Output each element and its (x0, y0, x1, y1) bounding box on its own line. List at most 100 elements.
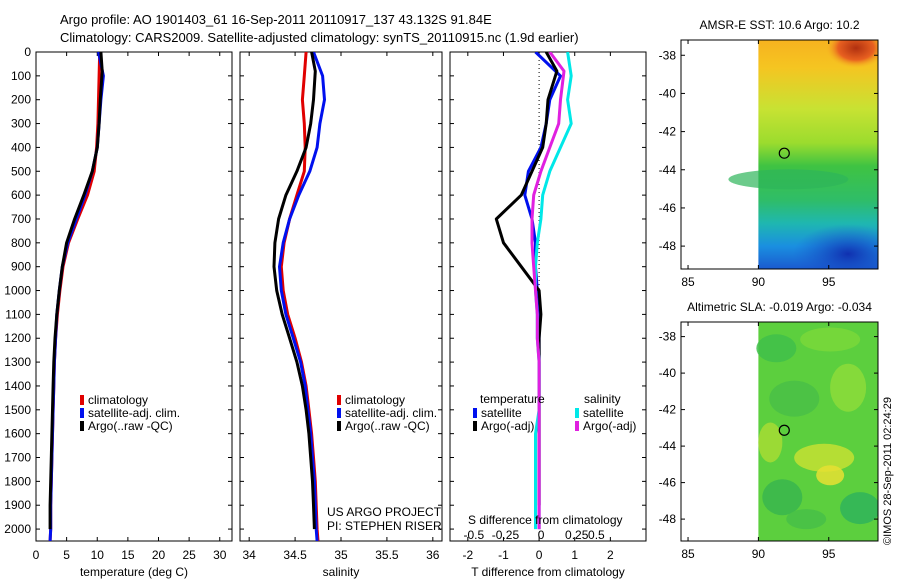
diff-temperature-legend-label: Argo(-adj) (481, 419, 534, 433)
depth-tick-label: 600 (11, 188, 31, 202)
salinity-legend-label: Argo(..raw -QC) (345, 419, 430, 433)
temperature-legend-swatch (80, 395, 84, 405)
temperature-axes-frame (35, 51, 233, 542)
temperature-xtick-label: 0 (33, 548, 40, 562)
diff-s-tick-label: 0 (538, 528, 545, 542)
depth-tick-label: 100 (11, 69, 31, 83)
sst-cold-patch (793, 224, 878, 269)
sla-anomaly (840, 492, 878, 525)
salinity-lines (272, 52, 326, 541)
depth-tick-label: 1600 (4, 427, 31, 441)
depth-tick-label: 900 (11, 260, 31, 274)
diff-salinity-legend-swatch (575, 408, 579, 418)
sla-anomaly (758, 422, 783, 463)
salinity-xtick-label: 35 (334, 548, 348, 562)
depth-tick-label: 400 (11, 140, 31, 154)
depth-tick-label: 1400 (4, 379, 31, 393)
sla-anomaly (830, 363, 867, 412)
depth-tick-label: 1500 (4, 403, 31, 417)
temperature-xtick-label: 25 (182, 548, 196, 562)
diff-s-tick-label: 0.5 (588, 528, 605, 542)
salinity-xtick-label: 36 (426, 548, 440, 562)
salinity-series-argo-raw-qc- (272, 52, 317, 530)
sla-map-argo-marker (778, 424, 790, 436)
diff-temperature-legend-swatch (473, 408, 477, 418)
credit-pi: PI: STEPHEN RISER (327, 519, 442, 533)
difference-xtick-label: 2 (607, 548, 614, 562)
sst-map-xtick-label: 85 (681, 275, 695, 289)
sst-map-frame (680, 39, 879, 270)
sla-anomaly (794, 443, 855, 472)
diff-temperature-legend-label: satellite (481, 406, 522, 420)
salinity-xtick-label: 34.5 (283, 548, 307, 562)
diff-temperature-legend-swatch (473, 421, 477, 431)
depth-tick-label: 2000 (4, 522, 31, 536)
temperature-legend-label: satellite-adj. clim. (88, 406, 180, 420)
diff-legend-salinity-header: salinity (584, 392, 621, 406)
salinity-series-satellite-adj-clim- (278, 52, 326, 541)
depth-tick-label: 1800 (4, 474, 31, 488)
temperature-xlabel: temperature (deg C) (80, 565, 188, 579)
salinity-xlabel: salinity (323, 565, 360, 579)
temperature-legend-swatch (80, 421, 84, 431)
salinity-legend-swatch (337, 408, 341, 418)
sla-map-xtick-label: 90 (752, 547, 766, 561)
sla-anomaly (800, 327, 861, 352)
sla-map-xtick-label: 95 (822, 547, 836, 561)
temperature-xtick-label: 10 (91, 548, 105, 562)
difference-xtick-label: 1 (571, 548, 578, 562)
difference-lines (494, 52, 573, 530)
temperature-legend-label: Argo(..raw -QC) (88, 419, 173, 433)
sla-map-ytick-label: -46 (659, 476, 677, 490)
diff-s-tick-label: -0.5 (463, 528, 484, 542)
salinity-axes-frame (239, 51, 443, 542)
depth-tick-label: 1200 (4, 331, 31, 345)
sst-map-ytick-label: -48 (659, 239, 677, 253)
credit-project: US ARGO PROJECT (327, 505, 442, 519)
imos-stamp: ©IMOS 28-Sep-2011 02:24:29 (882, 397, 894, 545)
depth-tick-label: 1100 (5, 307, 31, 321)
sst-map-ytick-label: -44 (659, 163, 677, 177)
salinity-xtick-label: 35.5 (375, 548, 399, 562)
sla-anomaly (816, 465, 845, 486)
sst-map-ytick-label: -46 (659, 201, 677, 215)
diff-salinity-legend-label: satellite (583, 406, 624, 420)
diff-salinity-legend-label: Argo(-adj) (583, 419, 636, 433)
sst-warm-patch (826, 40, 878, 68)
sla-anomaly (762, 479, 803, 516)
temperature-legend-label: climatology (88, 393, 148, 407)
depth-tick-label: 1300 (4, 355, 31, 369)
sst-map-ytick-label: -38 (659, 48, 677, 62)
sst-map-ytick-label: -42 (659, 125, 677, 139)
diff-legend-temperature-header: temperature (480, 392, 545, 406)
depth-tick-label: 0 (24, 45, 31, 59)
sst-map-xtick-label: 95 (822, 275, 836, 289)
sla-map-xtick-label: 85 (681, 547, 695, 561)
sla-map-ytick-label: -48 (659, 512, 677, 526)
sst-map-title: AMSR-E SST: 10.6 Argo: 10.2 (699, 18, 859, 32)
sla-map-ytick-label: -38 (659, 330, 677, 344)
temperature-legend-swatch (80, 408, 84, 418)
sla-anomaly (756, 334, 797, 363)
temperature-xtick-label: 20 (152, 548, 166, 562)
sla-map-frame (680, 321, 879, 542)
temperature-series-argo-raw-qc- (48, 52, 104, 530)
diff-s-tick-label: 0.25 (565, 528, 589, 542)
sst-map-field (728, 40, 878, 269)
diff-s-tick-label: -0.25 (492, 528, 520, 542)
sst-map-xtick-label: 90 (752, 275, 766, 289)
difference-axes-frame (449, 51, 647, 542)
temperature-xtick-label: 15 (121, 548, 135, 562)
salinity-legend-label: climatology (345, 393, 405, 407)
sla-map-title: Altimetric SLA: -0.019 Argo: -0.034 (687, 300, 872, 314)
sst-map-argo-marker (778, 147, 790, 159)
temperature-lines (48, 52, 105, 541)
diff-s-label: S difference from climatology (468, 513, 623, 527)
diff-salinity-legend-swatch (575, 421, 579, 431)
depth-tick-label: 1700 (4, 451, 31, 465)
difference-xtick-label: -1 (498, 548, 509, 562)
figure-title-line1: Argo profile: AO 1901403_61 16-Sep-2011 … (60, 12, 492, 27)
salinity-xtick-label: 34 (243, 548, 257, 562)
